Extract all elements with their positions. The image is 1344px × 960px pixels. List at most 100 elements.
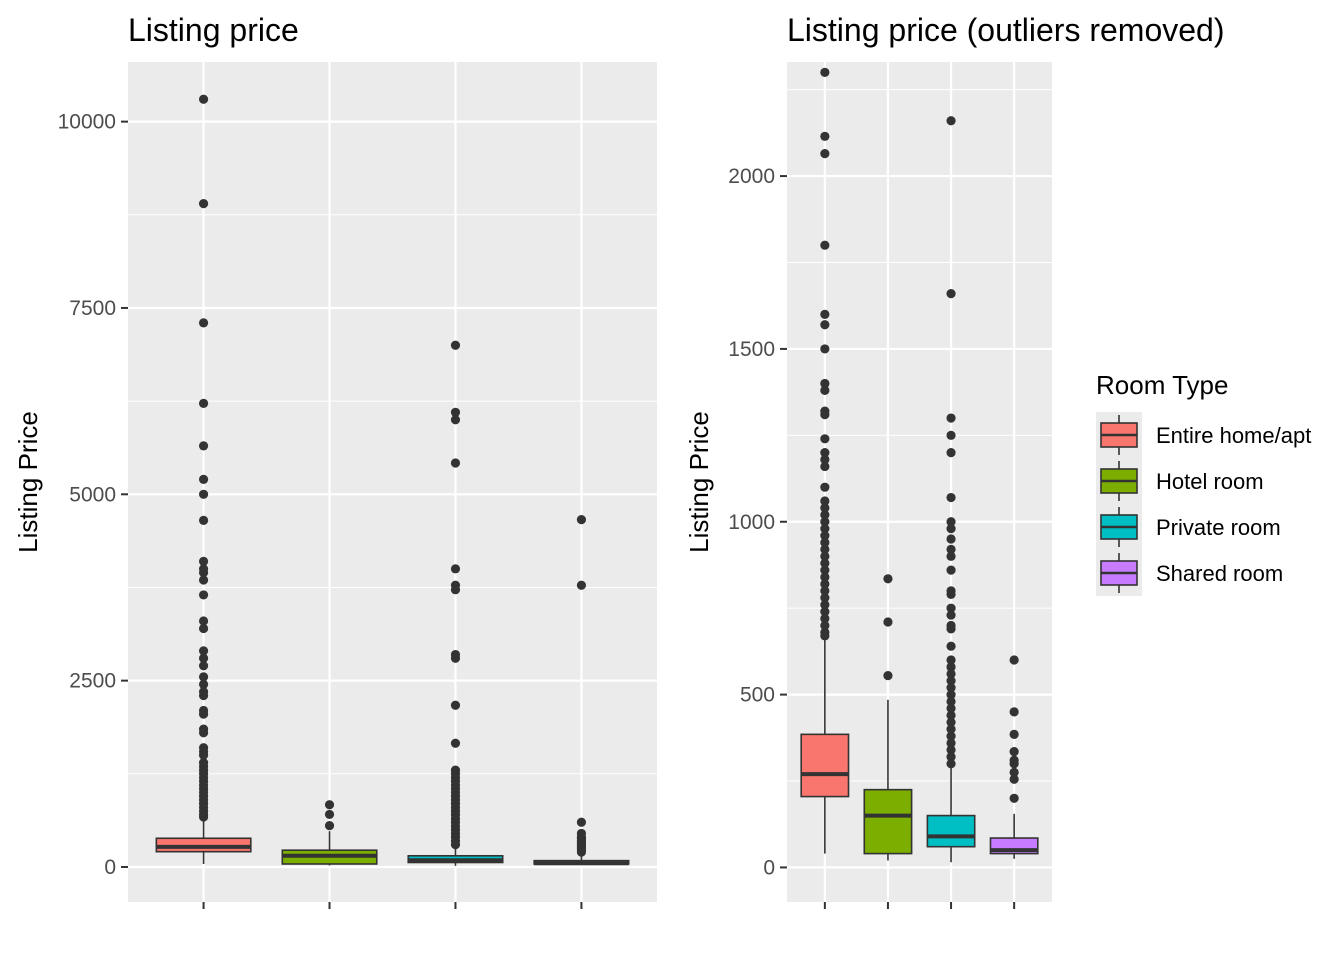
outlier-point: [1009, 774, 1019, 784]
outlier-point: [820, 434, 830, 444]
outlier-point: [820, 544, 830, 555]
chart-1-y-tick-label: 0: [104, 856, 116, 879]
chart-2-box-entire-home-apt: [800, 67, 850, 854]
outlier-point: [946, 610, 956, 620]
outlier-point: [1009, 655, 1019, 665]
outlier-point: [946, 492, 956, 503]
outlier-point: [820, 461, 830, 472]
outlier-point: [820, 593, 830, 603]
outlier-point: [820, 385, 830, 395]
outlier-point: [946, 710, 956, 720]
legend-item-entire-home-apt: Entire home/apt: [1096, 412, 1311, 458]
outlier-point: [324, 800, 335, 810]
outlier-point: [198, 623, 209, 634]
outlier-point: [820, 579, 830, 589]
outlier-point: [198, 616, 209, 626]
iqr-box: [926, 814, 976, 848]
outlier-point: [946, 641, 956, 651]
legend-label: Private room: [1156, 515, 1281, 540]
outlier-point: [450, 840, 461, 850]
outlier-point: [820, 149, 830, 159]
outlier-point: [820, 67, 830, 77]
outlier-point: [946, 669, 956, 679]
outlier-point: [820, 496, 830, 506]
outlier-point: [946, 676, 956, 686]
outlier-point: [820, 613, 830, 624]
legend-item-hotel-room: Hotel room: [1096, 458, 1264, 504]
outlier-point: [820, 631, 830, 641]
outlier-point: [198, 515, 209, 525]
outlier-point: [1009, 767, 1019, 777]
outlier-point: [946, 703, 956, 714]
outlier-point: [946, 589, 956, 599]
outlier-point: [198, 441, 209, 451]
legend-item-private-room: Private room: [1096, 504, 1281, 550]
outlier-point: [820, 320, 830, 330]
outlier-point: [198, 567, 209, 578]
outlier-point: [450, 458, 461, 468]
chart-1-y-tick-label: 7500: [69, 297, 116, 320]
outlier-point: [946, 551, 956, 561]
outlier-point: [450, 738, 461, 748]
outlier-point: [198, 489, 209, 499]
outlier-point: [198, 709, 209, 719]
outlier-point: [820, 503, 830, 513]
outlier-point: [198, 646, 209, 656]
chart-1-box-entire-home-apt: [155, 94, 252, 864]
chart-1-title: Listing price: [128, 12, 299, 48]
outlier-point: [198, 590, 209, 600]
outlier-point: [820, 309, 830, 319]
outlier-point: [946, 544, 956, 555]
outlier-point: [946, 759, 956, 769]
outlier-point: [450, 407, 461, 417]
outlier-point: [198, 556, 209, 566]
legend-label: Hotel room: [1156, 469, 1264, 494]
outlier-point: [1009, 707, 1019, 717]
chart-2-plot-area: 0 500 1000 1500 2000: [728, 62, 1052, 909]
outlier-point: [946, 696, 956, 707]
outlier-point: [1009, 759, 1019, 769]
outlier-point: [946, 738, 956, 748]
outlier-point: [946, 752, 956, 762]
outlier-point: [820, 448, 830, 458]
outlier-point: [946, 655, 956, 665]
chart-1-y-axis-label: Listing Price: [13, 411, 43, 553]
chart-1-panel-background: [128, 62, 657, 902]
outlier-point: [946, 413, 956, 423]
legend: Room Type Entire home/apt Hotel room Priva…: [1096, 370, 1311, 596]
outlier-point: [450, 340, 461, 350]
outlier-point: [198, 690, 209, 701]
outlier-point: [820, 409, 830, 420]
outlier-point: [198, 653, 209, 663]
outlier-point: [946, 603, 956, 613]
legend-label: Shared room: [1156, 561, 1283, 586]
outlier-point: [820, 482, 830, 492]
chart-2-y-tick-label: 0: [763, 856, 775, 879]
outlier-point: [946, 731, 956, 741]
outlier-point: [946, 724, 956, 734]
outlier-point: [883, 574, 893, 584]
outlier-point: [946, 689, 956, 700]
outlier-point: [198, 679, 209, 689]
outlier-point: [946, 534, 956, 544]
outlier-point: [450, 564, 461, 574]
outlier-point: [820, 607, 830, 617]
outlier-point: [1009, 729, 1019, 739]
outlier-point: [820, 240, 830, 250]
outlier-point: [820, 586, 830, 596]
outlier-point: [946, 624, 956, 634]
outlier-point: [198, 750, 209, 760]
iqr-box: [800, 733, 850, 798]
chart-2-y-tick-label: 1500: [728, 338, 775, 361]
outlier-point: [946, 289, 956, 299]
chart-2-box-private-room: [926, 116, 976, 863]
outlier-point: [946, 565, 956, 575]
chart-1-y-tick-label: 5000: [69, 483, 116, 506]
outlier-point: [198, 661, 209, 671]
outlier-point: [946, 116, 956, 126]
chart-2-y-tick-label: 500: [740, 684, 775, 707]
outlier-point: [820, 131, 830, 141]
outlier-point: [198, 94, 209, 104]
legend-label: Entire home/apt: [1156, 423, 1311, 448]
